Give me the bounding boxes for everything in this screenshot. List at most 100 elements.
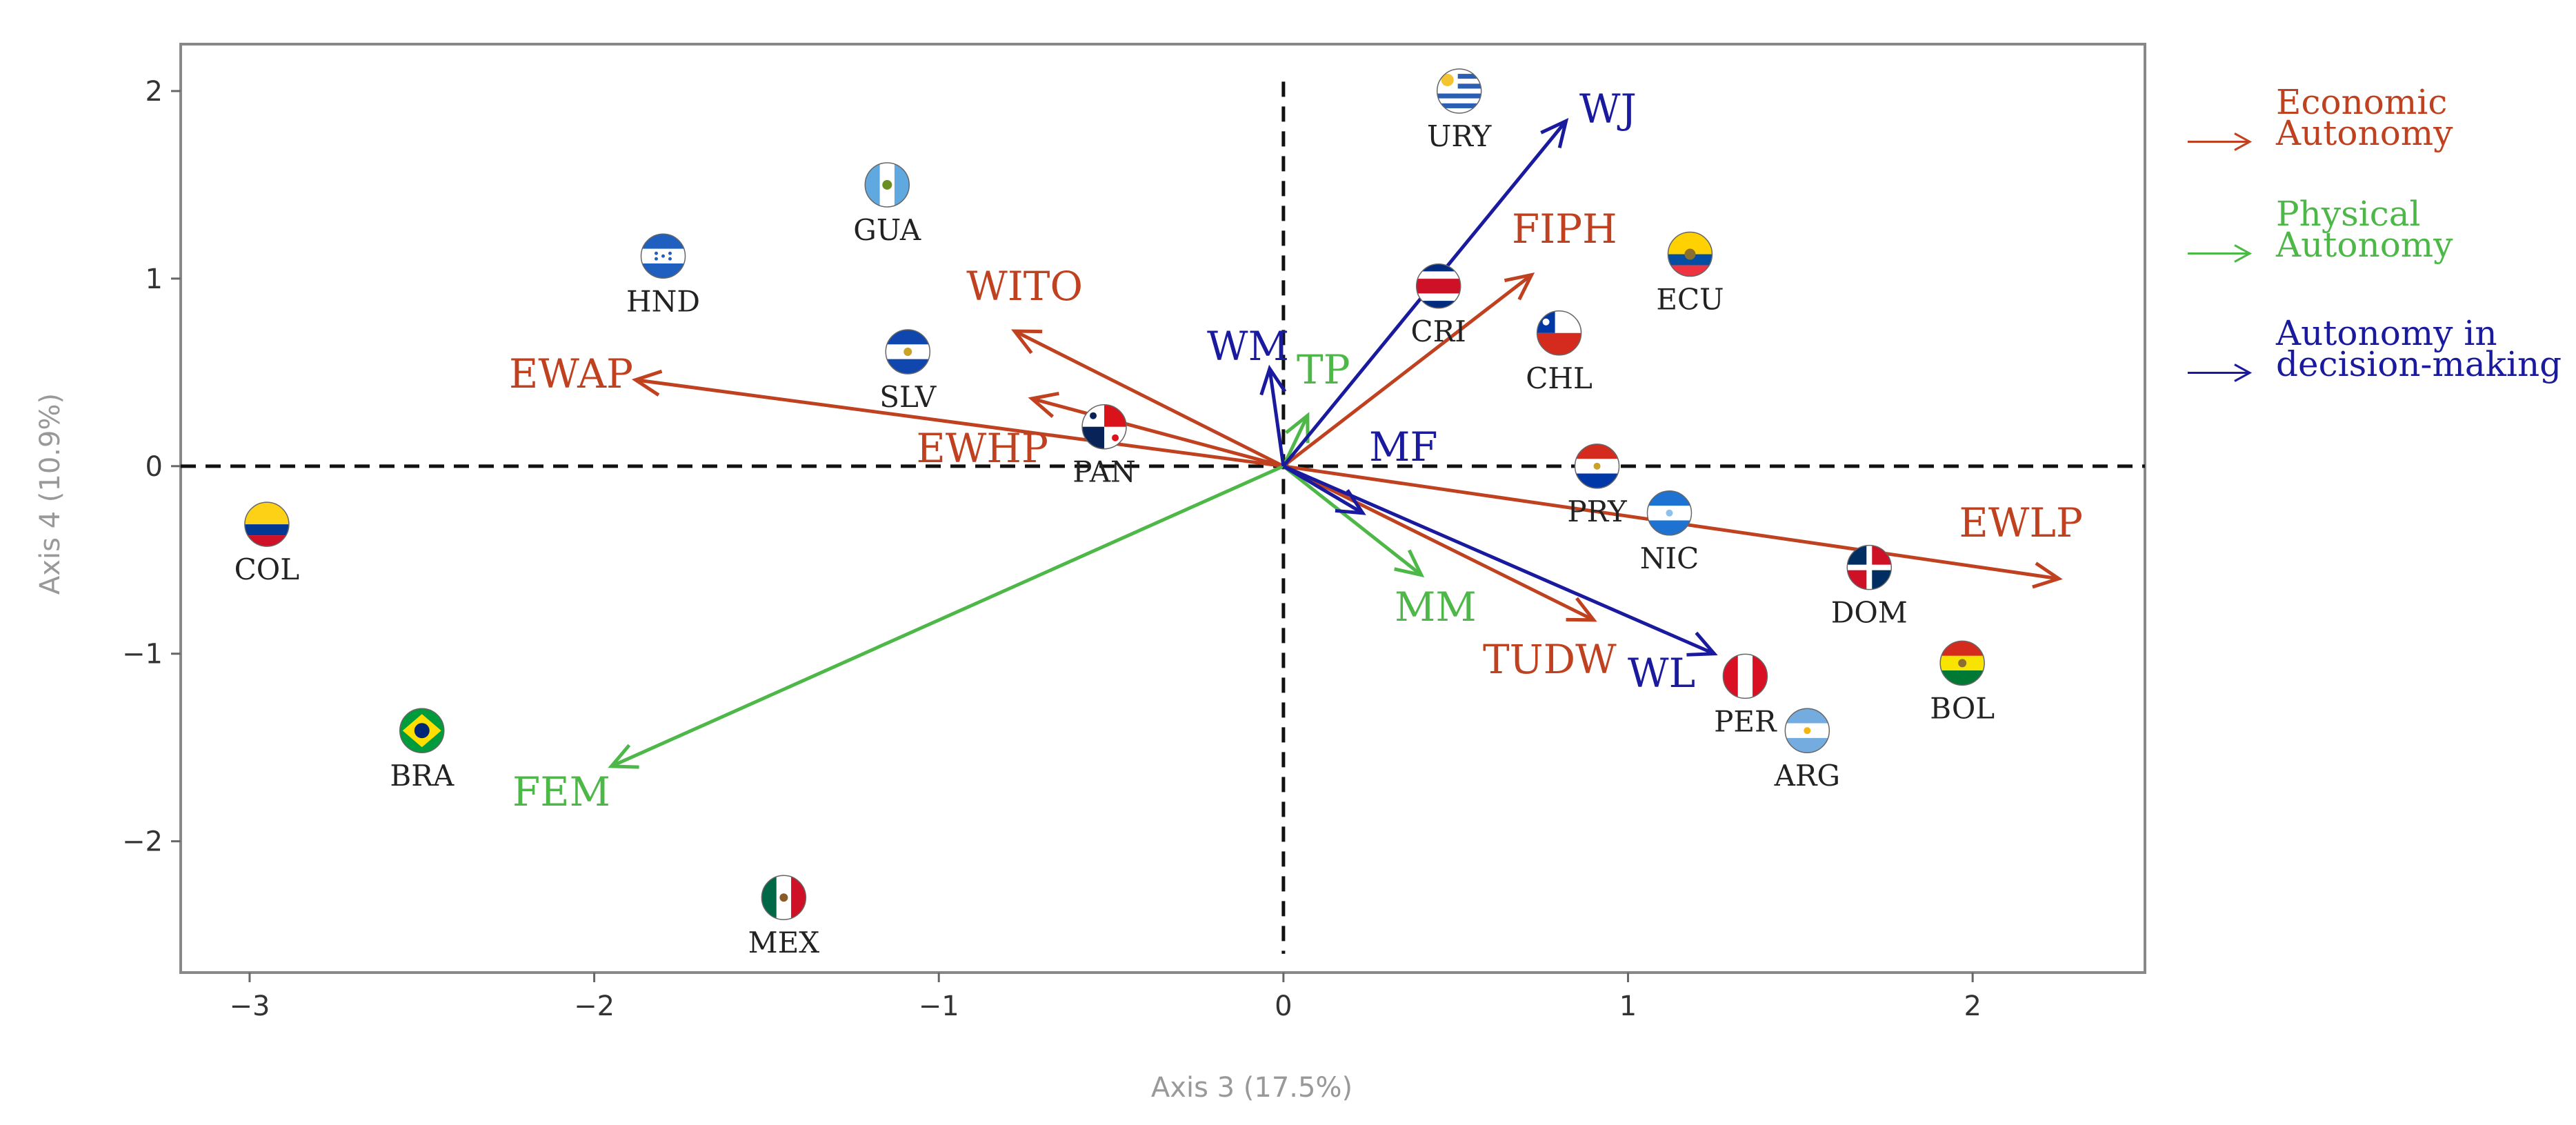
x-axis-title: Axis 3 (17.5%) — [1151, 1072, 1352, 1104]
country-markers: URY GUA HND ECU CRI CHL SLV PAN PRY NIC COL DOM BOL P… — [234, 68, 1995, 959]
y-tick-label: −1 — [122, 639, 163, 670]
vector-label: TP — [1297, 346, 1350, 393]
country-pan: PAN — [1072, 404, 1136, 489]
country-label: COL — [234, 552, 299, 586]
legend-arrowhead — [2234, 364, 2253, 382]
legend-label-line1: Physical — [2276, 194, 2421, 234]
country-label: PER — [1714, 704, 1777, 738]
country-label: BOL — [1930, 691, 1995, 725]
y-tick-label: −2 — [122, 826, 163, 858]
axis-ticks: −3 −2 −1 0 1 2 2 1 0 −1 −2 — [122, 76, 1981, 1022]
legend-label-line1: Autonomy in — [2275, 313, 2497, 353]
x-tick-label: 0 — [1275, 990, 1292, 1022]
vector-shaft — [1014, 329, 1284, 468]
vector-label: WJ — [1579, 86, 1637, 132]
vector-shaft — [635, 378, 1284, 468]
legend-label-line2: decision-making — [2276, 344, 2562, 384]
vector-arrowhead — [1335, 489, 1366, 515]
vector-arrowhead — [1394, 549, 1425, 578]
country-label: PAN — [1072, 455, 1136, 489]
vector-tp: TP — [1281, 346, 1350, 467]
vector-arrowhead — [2032, 561, 2063, 589]
flag-icon — [1436, 68, 1482, 114]
vector-tudw: TUDW — [1282, 464, 1617, 683]
vector-mf: MF — [1282, 424, 1438, 515]
flag-icon — [1667, 231, 1713, 277]
vector-shaft — [1282, 464, 1423, 577]
country-label: PRY — [1567, 495, 1628, 528]
x-tick-label: −1 — [919, 990, 959, 1022]
vector-label: MM — [1395, 584, 1477, 630]
legend-label-line1: Economic — [2276, 82, 2447, 122]
country-hnd: HND — [626, 233, 700, 318]
vector-fem: FEM — [512, 464, 1284, 815]
flag-icon — [1722, 653, 1768, 699]
vector-wl: WL — [1282, 464, 1718, 697]
vector-wito: WITO — [966, 263, 1284, 468]
country-bol: BOL — [1930, 640, 1995, 725]
country-bra: BRA — [390, 708, 455, 793]
vector-mm: MM — [1282, 464, 1477, 630]
vector-label: TUDW — [1483, 636, 1617, 683]
vector-ewap: EWAP — [509, 350, 1284, 468]
country-label: CHL — [1526, 361, 1592, 395]
y-tick-label: 2 — [146, 76, 163, 108]
vector-shaft — [1282, 464, 1364, 515]
vector-label: EWLP — [1959, 499, 2084, 546]
legend-arrowhead — [2234, 132, 2253, 151]
vector-arrowhead — [608, 744, 639, 769]
flag-icon — [399, 708, 445, 753]
country-label: DOM — [1831, 596, 1908, 630]
flag-icon — [1784, 708, 1830, 753]
country-chl: CHL — [1526, 310, 1592, 395]
vector-label: WITO — [966, 263, 1083, 310]
country-ury: URY — [1427, 68, 1492, 153]
flag-icon — [885, 329, 931, 375]
country-arg: ARG — [1774, 708, 1841, 793]
flag-icon — [1081, 404, 1127, 450]
vector-arrowhead — [1566, 597, 1597, 622]
flag-icon — [1536, 310, 1582, 356]
country-gua: GUA — [853, 162, 921, 247]
variable-vectors: EWLP EWAP WITO EWHP FIPH TUDW FEM MM TP WJ WL WM MF — [509, 86, 2083, 815]
reference-lines — [181, 81, 2145, 954]
country-label: CRI — [1411, 315, 1466, 348]
country-cri: CRI — [1411, 263, 1466, 348]
vector-wm: WM — [1207, 323, 1289, 467]
vector-arrowhead — [631, 369, 663, 397]
vector-shaft — [1281, 415, 1310, 467]
vector-label: FEM — [512, 768, 610, 815]
country-label: GUA — [853, 213, 921, 247]
vector-arrowhead — [1504, 272, 1535, 301]
vector-shaft — [1282, 464, 1715, 656]
country-per: PER — [1714, 653, 1777, 738]
country-label: ARG — [1774, 759, 1841, 793]
legend-label-line2: Autonomy — [2275, 225, 2453, 265]
x-tick-label: 2 — [1964, 990, 1981, 1022]
vector-arrowhead — [1686, 631, 1718, 657]
x-tick-label: 1 — [1619, 990, 1637, 1022]
country-ecu: ECU — [1656, 231, 1724, 317]
vector-shaft — [610, 464, 1284, 768]
vector-label: EWAP — [509, 350, 633, 397]
vector-shaft — [1268, 368, 1286, 467]
country-slv: SLV — [879, 329, 937, 414]
vector-label: FIPH — [1512, 206, 1617, 252]
vector-shaft — [1282, 273, 1533, 468]
flag-icon — [1415, 263, 1461, 309]
x-tick-label: −2 — [574, 990, 615, 1022]
flag-icon — [1646, 490, 1693, 536]
flag-icon — [1574, 444, 1620, 489]
y-tick-label: 1 — [146, 263, 163, 295]
legend-arrowhead — [2234, 244, 2253, 263]
y-axis-title: Axis 4 (10.9%) — [34, 393, 66, 595]
country-label: URY — [1427, 119, 1492, 153]
flag-icon — [1939, 640, 1985, 686]
country-label: NIC — [1640, 541, 1699, 575]
vector-label: EWHP — [916, 425, 1048, 472]
flag-icon — [1846, 544, 1893, 590]
